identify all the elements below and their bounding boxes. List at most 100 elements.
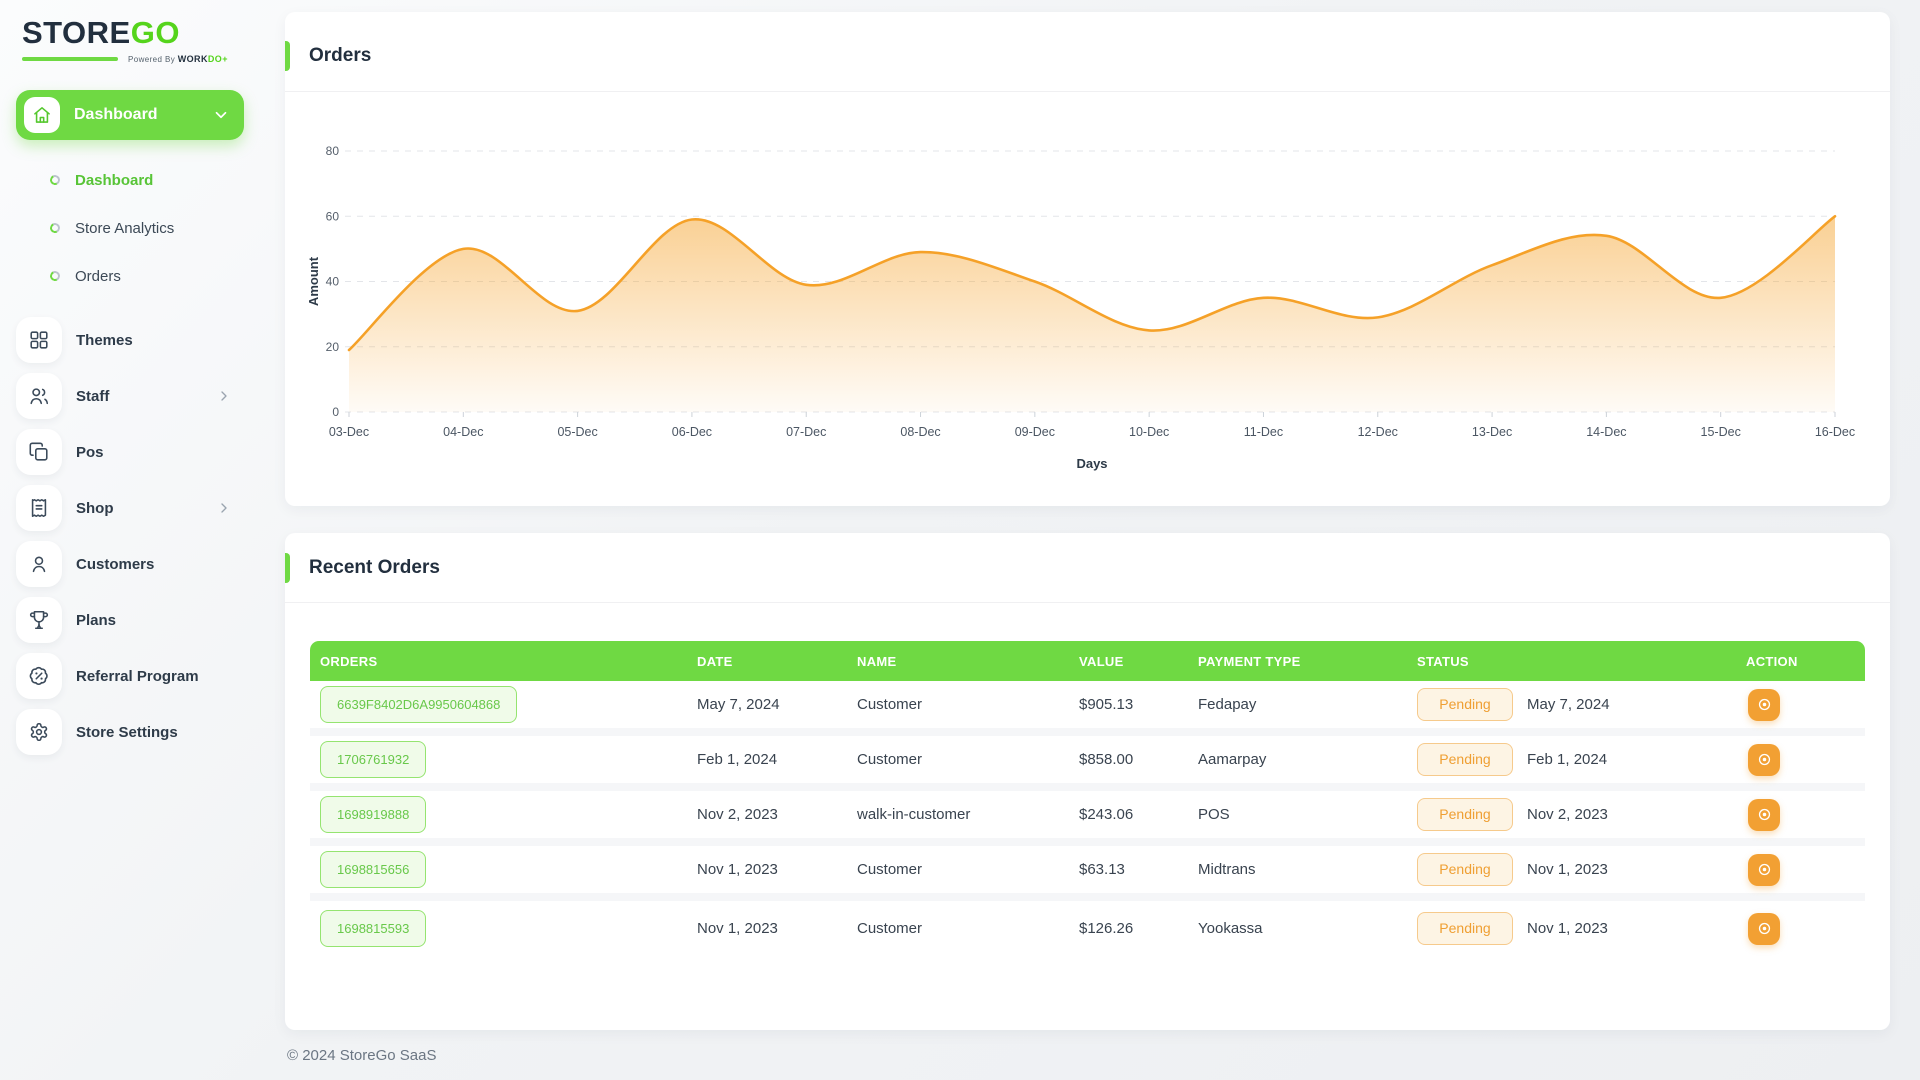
order-id-pill[interactable]: 6639F8402D6A9950604868 [320, 686, 518, 723]
action-cell [1730, 798, 1865, 831]
pos-icon [16, 429, 62, 476]
y-tick-label: 40 [326, 275, 340, 289]
x-axis-title: Days [1076, 456, 1107, 471]
status-date: Feb 1, 2024 [1527, 751, 1608, 768]
status-date: Nov 1, 2023 [1527, 861, 1608, 878]
view-order-button[interactable] [1748, 743, 1780, 776]
x-tick-label: 14-Dec [1586, 425, 1626, 439]
bullet-ring-icon [48, 173, 62, 187]
order-id-cell: 1698815656 [310, 851, 690, 888]
x-tick-label: 04-Dec [443, 425, 483, 439]
x-tick-label: 03-Dec [329, 425, 369, 439]
name-cell: Customer [857, 861, 923, 878]
brand-name-primary: STORE [22, 15, 131, 50]
sidebar-subitem-dashboard[interactable]: Dashboard [16, 156, 268, 204]
trophy-icon [16, 597, 62, 644]
order-id-cell: 6639F8402D6A9950604868 [310, 686, 690, 723]
table-row: 1698815593 Nov 1, 2023 Customer $126.26 Yook… [310, 901, 1865, 956]
orders-chart-card: Orders 0 20 40 60 80 03-Dec 04-Dec 05-Dec 06-Dec… [285, 12, 1890, 506]
y-tick-label: 20 [326, 340, 340, 354]
gear-icon [16, 709, 62, 756]
chevron-down-icon [212, 106, 230, 124]
value-cell: $63.13 [1079, 861, 1125, 878]
x-tick-label: 06-Dec [672, 425, 712, 439]
sidebar-item-themes[interactable]: Themes [16, 312, 268, 368]
sidebar-item-label: Shop [76, 499, 114, 517]
users-icon [16, 373, 62, 420]
brand-logo: STOREGO Powered By WORKDO+ [16, 14, 268, 64]
sidebar-sub-list: Dashboard Store Analytics Orders [16, 156, 268, 300]
action-cell [1730, 688, 1865, 721]
brand-name-secondary: GO [130, 15, 180, 50]
tagline-prefix: Powered By [128, 55, 178, 65]
sidebar-item-referral-program[interactable]: Referral Program [16, 648, 268, 704]
table-row: 1698919888 Nov 2, 2023 walk-in-customer $24… [310, 791, 1865, 846]
sidebar-item-label: Themes [76, 331, 133, 349]
status-badge: Pending [1417, 912, 1513, 945]
orders-card-title: Orders [309, 45, 372, 66]
sidebar-item-plans[interactable]: Plans [16, 592, 268, 648]
y-tick-label: 0 [332, 405, 339, 419]
view-order-button[interactable] [1748, 853, 1780, 886]
recent-orders-table: ORDERS DATE NAME VALUE PAYMENT TYPE STATUS ACT… [285, 603, 1890, 956]
card-accent-bar [285, 41, 290, 71]
status-badge: Pending [1417, 853, 1513, 886]
order-id-pill[interactable]: 1698815593 [320, 910, 427, 947]
payment-type-cell: Fedapay [1198, 696, 1257, 713]
brand-tagline-row: Powered By WORKDO+ [22, 54, 268, 64]
column-header-date: DATE [697, 653, 733, 669]
x-tick-label: 11-Dec [1244, 425, 1283, 439]
sidebar-subitem-label: Dashboard [75, 171, 154, 189]
x-tick-label: 10-Dec [1129, 425, 1169, 439]
sidebar-item-label: Pos [76, 443, 104, 461]
sidebar-item-label: Plans [76, 611, 117, 629]
column-header-orders: ORDERS [320, 653, 378, 669]
name-cell: walk-in-customer [857, 806, 971, 823]
sidebar-subitem-orders[interactable]: Orders [16, 252, 268, 300]
sidebar-subitem-label: Orders [75, 267, 121, 285]
status-date: Nov 1, 2023 [1527, 920, 1608, 937]
sidebar-subitem-label: Store Analytics [75, 219, 175, 237]
order-id-cell: 1698815593 [310, 910, 690, 947]
sidebar-item-staff[interactable]: Staff [16, 368, 268, 424]
order-id-pill[interactable]: 1698815656 [320, 851, 427, 888]
order-id-pill[interactable]: 1698919888 [320, 796, 427, 833]
table-row: 6639F8402D6A9950604868 May 7, 2024 Custome… [310, 681, 1865, 736]
status-badge: Pending [1417, 688, 1513, 721]
sidebar-group-dashboard[interactable]: Dashboard [16, 90, 244, 141]
x-tick-label: 15-Dec [1701, 425, 1741, 439]
view-order-button[interactable] [1748, 912, 1780, 945]
footer-copyright: © 2024 StoreGo SaaS [287, 1047, 437, 1064]
view-order-button[interactable] [1748, 688, 1780, 721]
card-accent-bar [285, 553, 290, 583]
table-header-row: ORDERS DATE NAME VALUE PAYMENT TYPE STATUS ACT… [310, 641, 1865, 681]
table-row: 1706761932 Feb 1, 2024 Customer $858.00 Aama… [310, 736, 1865, 791]
area-fill [349, 216, 1835, 412]
x-tick-label: 12-Dec [1358, 425, 1398, 439]
orders-area-chart: 0 20 40 60 80 03-Dec 04-Dec 05-Dec 06-Dec 07-Dec 0… [285, 96, 1890, 496]
table-row: 1698815656 Nov 1, 2023 Customer $63.13 Midtr… [310, 846, 1865, 901]
x-tick-label: 16-Dec [1815, 425, 1855, 439]
sidebar-item-customers[interactable]: Customers [16, 536, 268, 592]
home-icon [24, 97, 60, 134]
name-cell: Customer [857, 920, 923, 937]
column-header-payment-type: PAYMENT TYPE [1198, 653, 1301, 669]
column-header-status: STATUS [1417, 653, 1469, 669]
sidebar-item-shop[interactable]: Shop [16, 480, 268, 536]
tagline-brand: WORK [177, 54, 208, 65]
area-line [347, 215, 1837, 352]
status-date: May 7, 2024 [1527, 696, 1610, 713]
status-cell: Pending Nov 1, 2023 [1405, 912, 1730, 945]
grid-icon [16, 317, 62, 364]
recent-orders-header: Recent Orders [285, 533, 1890, 603]
sidebar-item-pos[interactable]: Pos [16, 424, 268, 480]
sidebar-subitem-store-analytics[interactable]: Store Analytics [16, 204, 268, 252]
order-id-pill[interactable]: 1706761932 [320, 741, 427, 778]
logo-underline [22, 57, 118, 62]
tagline-mark: + [222, 54, 228, 65]
sidebar-item-label: Staff [76, 387, 110, 405]
sidebar-item-store-settings[interactable]: Store Settings [16, 704, 268, 760]
view-order-button[interactable] [1748, 798, 1780, 831]
x-tick-label: 05-Dec [557, 425, 597, 439]
